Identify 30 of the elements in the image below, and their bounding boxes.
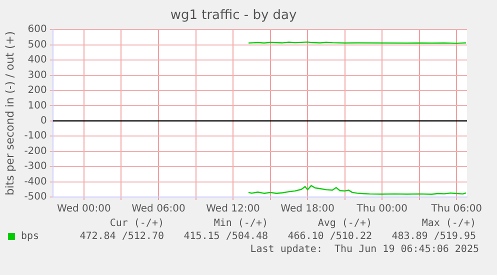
y-tick-label: 600 [28,24,47,36]
text: Min (-/+) [212,218,268,229]
text: 466.10 /510.22 [286,231,372,242]
text: 415.15 /504.48 [182,231,268,242]
text: Last update: Thu Jun 19 06:45:06 2025 [249,244,480,255]
y-tick-label: -200 [24,146,47,157]
y-tick-label: -100 [24,130,47,142]
chart-title: wg1 traffic - by day [170,8,297,24]
text: 472.84 /512.70 [78,231,164,242]
y-tick-label: 0 [40,116,47,127]
y-tick-label: 100 [28,100,47,112]
y-tick-label: 400 [28,54,47,66]
text: Avg (-/+) [316,218,372,229]
text: Cur (-/+) [108,218,164,229]
y-tick-label: -300 [24,161,47,172]
legend-label: bps [21,231,40,242]
x-tick-label: Thu 00:00 [356,204,408,215]
x-tick-label: Wed 18:00 [280,204,334,215]
y-tick-label: -500 [24,192,47,203]
text: Max (-/+) [420,218,476,229]
x-tick-label: Thu 06:00 [430,204,482,215]
x-tick-label: Wed 12:00 [206,204,260,215]
y-tick-label: -400 [24,176,47,188]
y-tick-label: 300 [28,70,47,81]
y-axis-title: bits per second in (-) / out (+) [3,31,16,196]
text: 483.89 /519.95 [390,231,476,242]
x-tick-label: Wed 06:00 [132,204,186,215]
y-tick-label: 500 [28,39,47,50]
y-tick-label: 200 [28,85,47,96]
x-tick-label: Wed 00:00 [57,204,111,215]
